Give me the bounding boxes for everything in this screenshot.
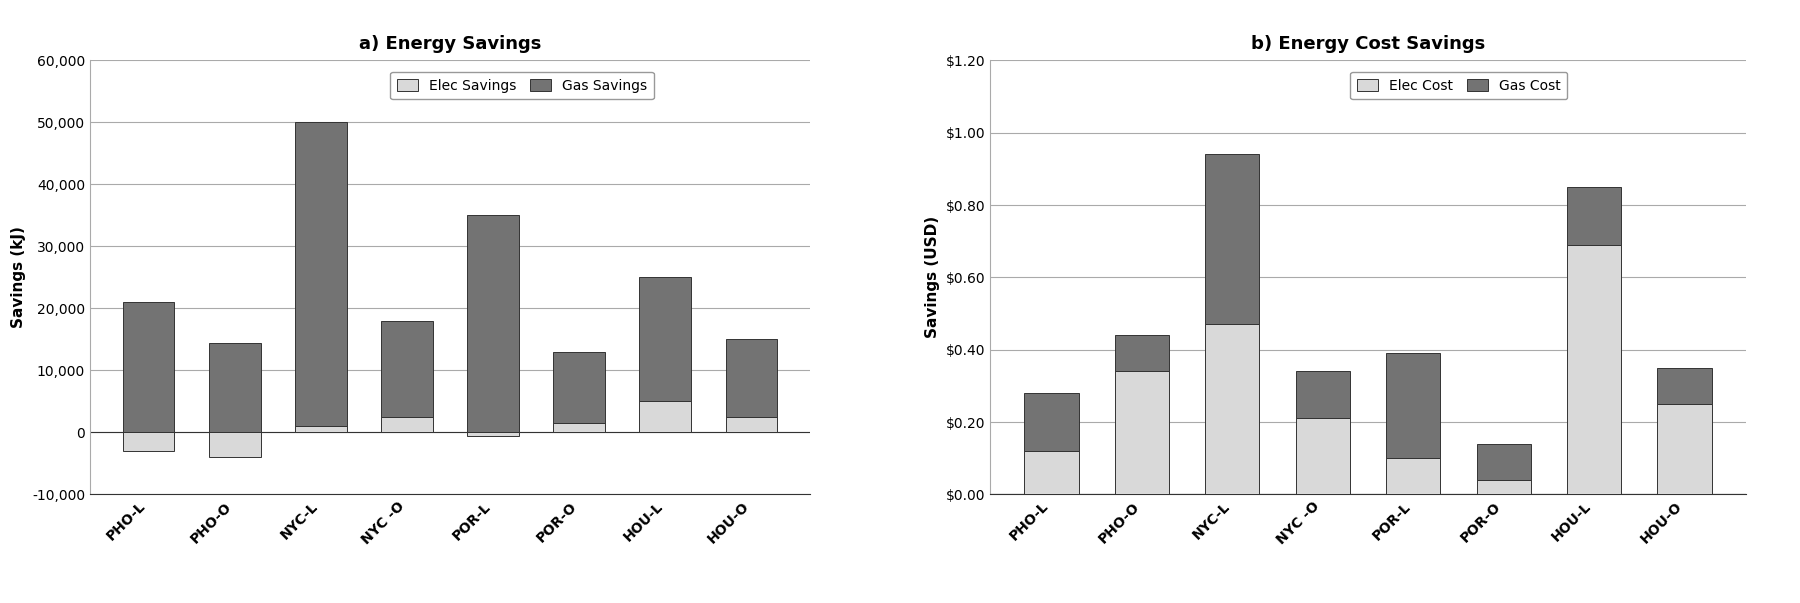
Bar — [1296, 418, 1350, 494]
Bar — [209, 343, 261, 432]
Bar — [122, 302, 175, 432]
Bar — [295, 426, 347, 432]
Bar — [1024, 451, 1078, 494]
Bar — [1114, 335, 1168, 371]
Bar — [1568, 187, 1622, 245]
Bar — [1296, 371, 1350, 418]
Bar — [295, 122, 347, 426]
Title: a) Energy Savings: a) Energy Savings — [358, 35, 542, 53]
Bar — [639, 402, 691, 432]
Bar — [1114, 371, 1168, 494]
Legend: Elec Savings, Gas Savings: Elec Savings, Gas Savings — [391, 72, 653, 99]
Bar — [725, 417, 778, 432]
Bar — [1386, 458, 1440, 494]
Bar — [1206, 324, 1260, 494]
Bar — [209, 432, 261, 457]
Bar — [1476, 480, 1530, 494]
Bar — [553, 352, 605, 423]
Bar — [122, 432, 175, 451]
Bar — [1024, 393, 1078, 451]
Bar — [382, 321, 432, 417]
Bar — [1206, 154, 1260, 324]
Bar — [1476, 444, 1530, 480]
Legend: Elec Cost, Gas Cost: Elec Cost, Gas Cost — [1350, 72, 1568, 99]
Bar — [468, 432, 518, 435]
Bar — [725, 339, 778, 417]
Bar — [1658, 404, 1712, 494]
Title: b) Energy Cost Savings: b) Energy Cost Savings — [1251, 35, 1485, 53]
Bar — [553, 423, 605, 432]
Bar — [639, 277, 691, 402]
Bar — [382, 417, 432, 432]
Bar — [468, 215, 518, 432]
Bar — [1658, 368, 1712, 404]
Bar — [1386, 353, 1440, 458]
Y-axis label: Savings (kJ): Savings (kJ) — [11, 227, 27, 328]
Bar — [1568, 245, 1622, 494]
Y-axis label: Savings (USD): Savings (USD) — [925, 216, 940, 338]
